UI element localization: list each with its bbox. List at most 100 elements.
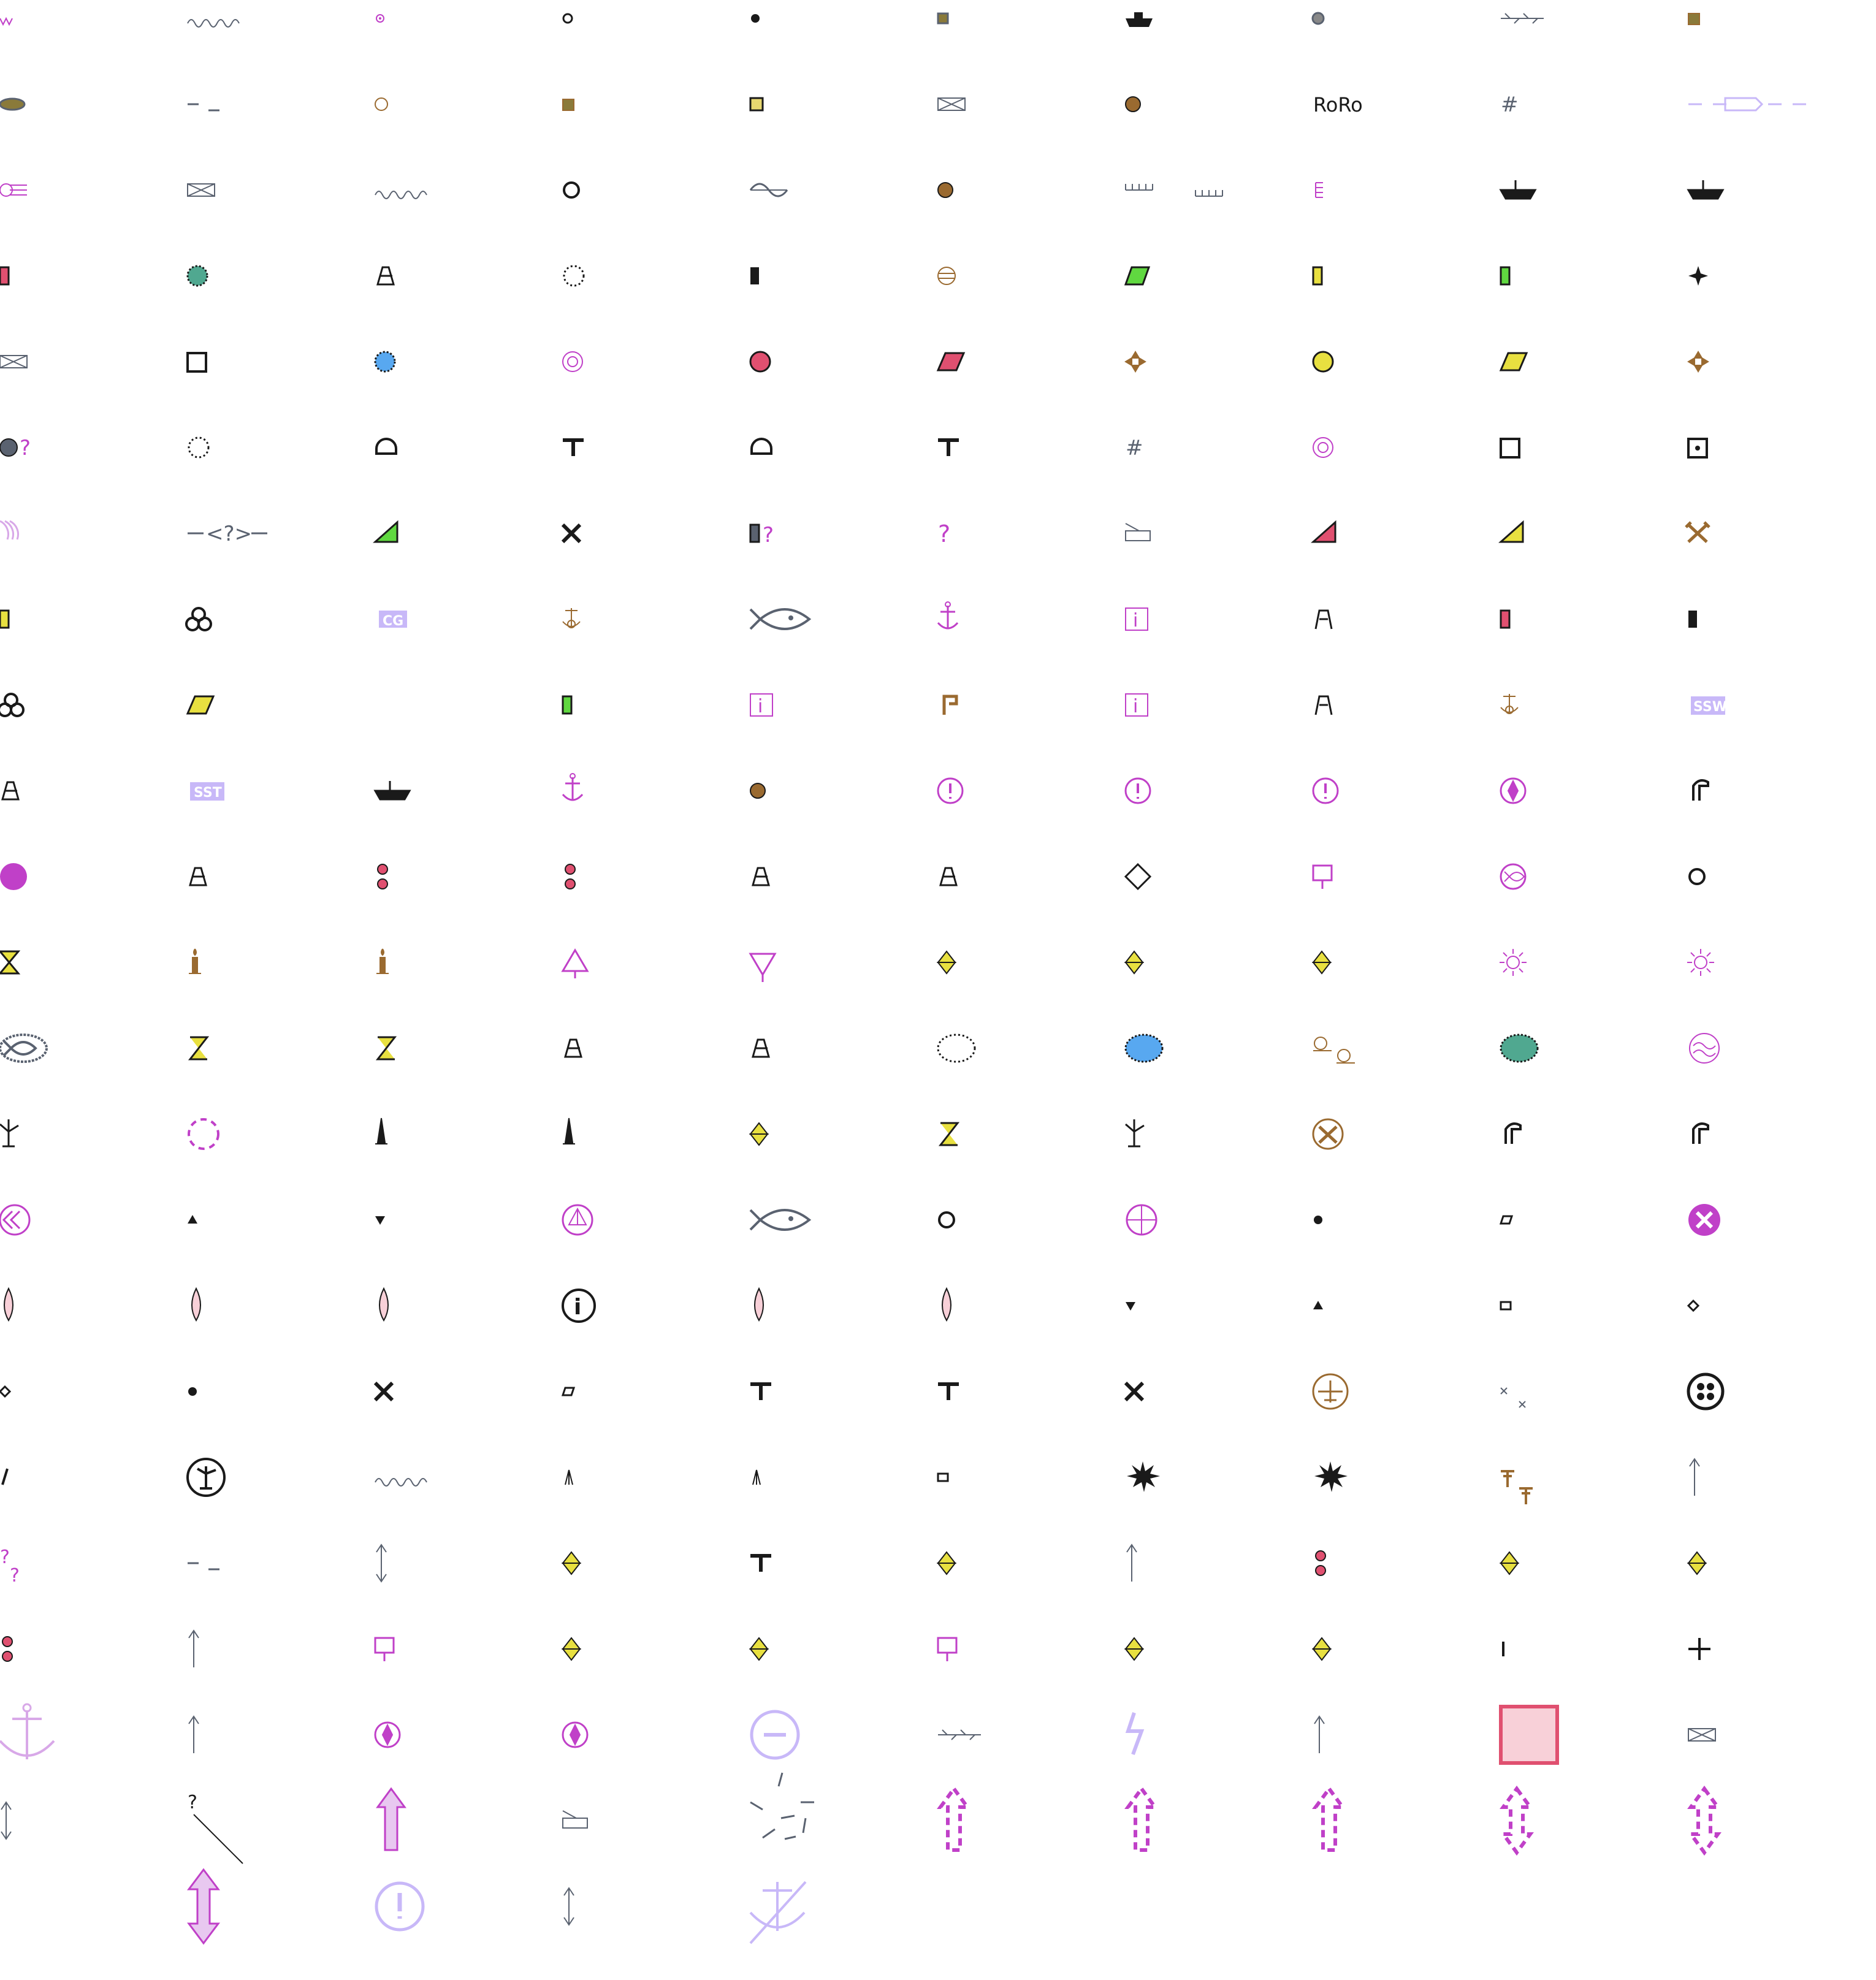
yellow-parallelogram-icon	[186, 693, 375, 779]
crosshair-circle-icon	[1126, 1204, 1313, 1293]
teal-ellipse-icon	[1500, 1034, 1688, 1122]
windmill-icon	[1125, 1119, 1313, 1208]
mushroom-icon	[1501, 1465, 1688, 1551]
wedge-icon	[563, 1465, 750, 1551]
sun-icon	[1500, 949, 1688, 1036]
beacon-icon	[375, 264, 563, 349]
dot-icon	[750, 6, 938, 92]
small-square-icon	[937, 6, 1126, 92]
dashed-arrow-icon	[1312, 1785, 1501, 1894]
exclamation-icon	[1124, 777, 1313, 864]
magenta-dot-icon	[0, 863, 188, 950]
dome-icon	[375, 435, 563, 521]
svg-text:?: ?	[10, 1565, 20, 1586]
red-parallelogram-icon	[936, 349, 1126, 435]
burst-icon	[1313, 1461, 1501, 1551]
yellow-parallelogram-icon	[1499, 349, 1688, 435]
green-parallelogram-icon	[1124, 264, 1313, 349]
wave-line-icon	[375, 178, 563, 264]
hash-icon: #	[1126, 435, 1313, 521]
pink-square-icon	[1499, 1705, 1688, 1808]
double-question-icon: ??	[0, 1547, 188, 1637]
box-icon	[562, 1808, 750, 1894]
brown-square-icon	[562, 92, 750, 178]
anchor-small-icon	[1500, 693, 1688, 779]
target-icon	[562, 349, 750, 435]
double-triangle-icon	[561, 1551, 750, 1637]
red-triangle-icon	[1311, 520, 1501, 607]
small-diamond-icon	[1687, 1293, 1876, 1379]
double-arrow-icon	[375, 1544, 563, 1637]
crossed-box-icon	[1688, 1723, 1876, 1808]
green-rect-icon	[1500, 264, 1688, 349]
anchor-small-icon	[562, 607, 750, 693]
green-triangle-icon	[373, 520, 563, 607]
cg-box-label: CG	[375, 607, 563, 693]
gray-dot-unknown-icon: ?	[0, 435, 188, 521]
trefoil-icon	[185, 607, 375, 693]
small-diamond-icon	[0, 1379, 188, 1465]
cross-icon	[1124, 1379, 1313, 1465]
windmill-circle-icon	[186, 1458, 375, 1551]
hash-icon: #	[1501, 92, 1688, 178]
dash-icon	[188, 1551, 375, 1637]
chimney-icon	[1688, 779, 1876, 864]
svg-text:CG: CG	[383, 614, 403, 629]
brown-dot-icon	[750, 779, 938, 864]
double-arrow-icon	[0, 1801, 188, 1894]
svg-text:?: ?	[938, 520, 950, 547]
spire-icon	[563, 1118, 750, 1208]
beacon-icon	[750, 864, 938, 950]
dash-icon	[188, 92, 375, 178]
brown-dot-icon	[937, 178, 1126, 264]
double-triangle-icon	[561, 1637, 750, 1723]
crossed-box-icon	[937, 92, 1126, 178]
brown-square-icon	[1688, 6, 1876, 92]
two-crosses-icon	[1500, 1379, 1688, 1465]
question-icon: ?	[938, 520, 1126, 607]
striped-circle-icon	[937, 264, 1126, 349]
anchor-crossed-icon	[749, 1881, 938, 1980]
info-circle-icon: i	[562, 1289, 750, 1379]
candle-icon	[188, 948, 375, 1036]
triangle-down-icon	[749, 950, 938, 1036]
yellow-triangle-icon	[1498, 520, 1688, 607]
yellow-rect-icon	[0, 607, 188, 693]
hourglass-icon	[0, 950, 188, 1036]
loops-icon	[1313, 1036, 1501, 1122]
anchor-large-icon	[0, 1703, 188, 1808]
wave-line-icon	[187, 6, 375, 92]
burst-icon	[1126, 1461, 1313, 1551]
small-ring-icon	[375, 6, 563, 92]
ship-icon	[373, 779, 563, 864]
comb-icon	[1313, 178, 1501, 264]
large-double-arrow-icon	[187, 1868, 375, 1980]
crossed-hammers-icon	[1685, 521, 1876, 607]
circle-icon	[938, 1208, 1126, 1293]
sine-icon	[749, 178, 938, 264]
triangle-up-small-icon	[1313, 1293, 1501, 1379]
yellow-rect-icon	[1312, 264, 1501, 349]
crossed-box-icon	[187, 178, 375, 264]
weed-icon	[1501, 6, 1688, 92]
beacon-icon	[188, 864, 375, 950]
svg-text:#: #	[1501, 93, 1519, 117]
black-rect-icon	[1688, 607, 1876, 693]
wedge-icon	[750, 1465, 938, 1551]
crane-icon	[938, 693, 1126, 779]
arrow-up-icon	[188, 1715, 375, 1808]
double-triangle-icon	[936, 1551, 1126, 1637]
ship-icon	[1687, 178, 1876, 264]
fish-icon	[749, 1208, 938, 1293]
double-triangle-icon	[936, 950, 1126, 1036]
red-dot-icon	[749, 349, 938, 435]
tee-icon	[938, 435, 1126, 521]
triangle-down-small-icon	[375, 1208, 563, 1293]
wave-line-icon	[375, 1465, 563, 1551]
wave-circle-icon	[1688, 1033, 1876, 1122]
info-icon: i	[750, 693, 938, 779]
roro-label: RoRo	[1313, 92, 1501, 178]
beam-icon	[0, 178, 188, 264]
unknown-rect-icon: ?	[749, 521, 938, 607]
dotted-ellipse-icon	[937, 1034, 1126, 1122]
